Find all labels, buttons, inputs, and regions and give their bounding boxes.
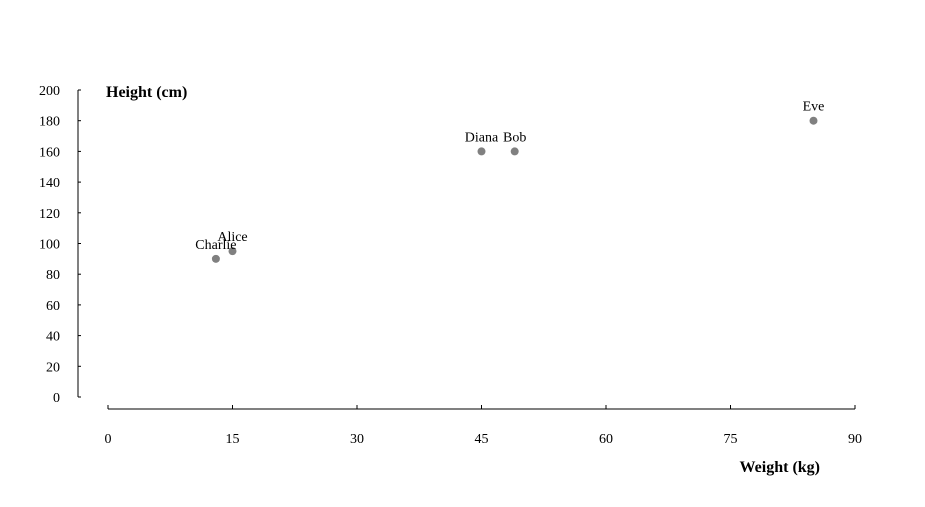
data-point-alice [228, 247, 237, 256]
y-tick-label: 200 [39, 84, 60, 99]
y-tick-label: 180 [39, 115, 60, 130]
x-tick-label: 45 [475, 432, 489, 447]
x-tick-label: 0 [105, 432, 112, 447]
y-tick-label: 160 [39, 145, 60, 160]
x-tick-label: 15 [226, 432, 240, 447]
data-points: Alice Bob Charlie Diana Eve [195, 100, 824, 263]
data-point-label: Diana [465, 130, 499, 145]
y-tick-label: 40 [46, 330, 60, 345]
y-tick-label: 140 [39, 176, 60, 191]
data-point-bob [510, 147, 519, 156]
y-tick-label: 20 [46, 360, 60, 375]
y-axis-ticks: 0 20 40 60 80 100 120 140 160 180 200 [39, 84, 81, 406]
x-tick-label: 30 [350, 432, 364, 447]
x-axis-ticks: 0 15 30 45 60 75 90 [105, 405, 862, 447]
x-tick-label: 75 [724, 432, 738, 447]
y-tick-label: 80 [46, 268, 60, 283]
data-point-label: Charlie [195, 238, 236, 253]
data-point-label: Eve [803, 100, 825, 115]
data-point-diana [477, 147, 486, 156]
y-tick-label: 120 [39, 207, 60, 222]
data-point-charlie [211, 254, 220, 263]
data-point-label: Alice [217, 230, 247, 245]
y-tick-label: 60 [46, 299, 60, 314]
data-point-eve [809, 116, 818, 125]
x-tick-label: 90 [848, 432, 862, 447]
data-point-label: Bob [503, 130, 526, 145]
x-tick-label: 60 [599, 432, 613, 447]
y-axis-title: Height (cm) [106, 84, 187, 101]
y-tick-label: 100 [39, 238, 60, 253]
y-tick-label: 0 [53, 391, 60, 406]
x-axis-title: Weight (kg) [740, 459, 820, 476]
